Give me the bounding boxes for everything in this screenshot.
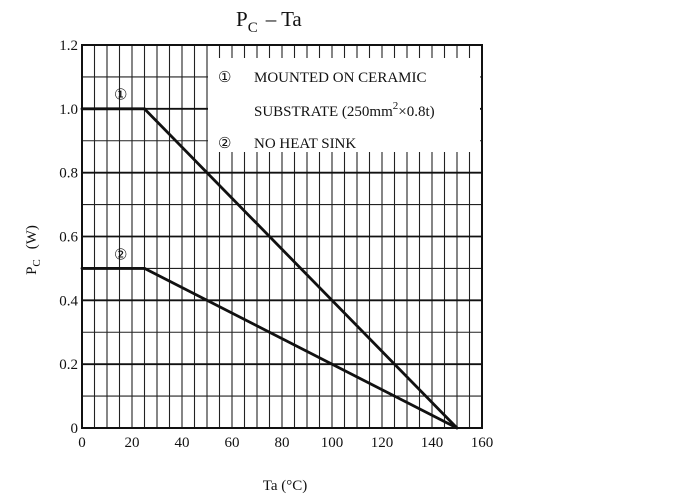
x-axis-label: Ta (°C)	[263, 478, 308, 494]
x-tick-label: 80	[275, 435, 290, 451]
series-1-point	[143, 107, 146, 111]
y-tick-label: 1.2	[59, 38, 78, 54]
legend-entry-1-cont: SUBSTRATE (250mm2×0.8t)	[254, 100, 435, 120]
curves: ①②	[80, 88, 459, 430]
legend-entry-1-sup: 2	[393, 100, 399, 112]
legend-background	[208, 58, 480, 152]
chart-title-main: P	[236, 7, 248, 31]
y-axis-label: PC (W)	[24, 225, 43, 275]
x-tick-label: 160	[471, 435, 494, 451]
y-tick-label: 0.8	[59, 166, 78, 182]
x-tick-label: 120	[371, 435, 394, 451]
y-tick-label: 0	[71, 421, 79, 437]
y-tick-label: 0.2	[59, 357, 78, 373]
chart-title: PC – Ta	[236, 7, 302, 36]
plot-frame	[81, 44, 483, 429]
y-tick-label: 1.0	[59, 102, 78, 118]
y-tick-label: 0.4	[59, 293, 78, 309]
x-tick-label: 40	[175, 435, 190, 451]
series-1-point	[80, 107, 84, 111]
x-tick-label: 0	[78, 435, 86, 451]
y-tick-label: 0.6	[59, 230, 78, 246]
chart-title-rest: – Ta	[265, 7, 303, 31]
series-2-point	[80, 267, 84, 270]
legend-entry-2: NO HEAT SINK	[254, 136, 356, 152]
x-tick-label: 100	[321, 435, 344, 451]
x-tick-label: 60	[225, 435, 240, 451]
legend-entry-1-cont-after: ×0.8t)	[398, 104, 434, 120]
chart-title-sub: C	[248, 20, 258, 36]
legend-entry-1-cont-text: SUBSTRATE (250mm	[254, 104, 393, 120]
x-tick-label: 140	[421, 435, 444, 451]
legend-entry-1: MOUNTED ON CERAMIC	[254, 70, 427, 86]
y-axis-label-main: P	[24, 267, 40, 275]
legend: ① MOUNTED ON CERAMIC SUBSTRATE (250mm2×0…	[208, 58, 480, 152]
y-axis-label-rest: (W)	[24, 225, 40, 249]
legend-marker-2: ②	[218, 136, 231, 152]
series-2-point	[455, 426, 459, 430]
series-2-point	[143, 267, 146, 270]
tick-labels: 0 20 40 60 80 100 120 140 160 0 0.2 0.4 0.6 0.8 1.0 1.2	[59, 38, 493, 451]
series-2-marker: ②	[114, 247, 127, 263]
x-tick-label: 20	[125, 435, 140, 451]
y-axis-label-sub: C	[31, 259, 43, 266]
legend-marker-1: ①	[218, 70, 231, 86]
series-1-marker: ①	[114, 88, 127, 104]
